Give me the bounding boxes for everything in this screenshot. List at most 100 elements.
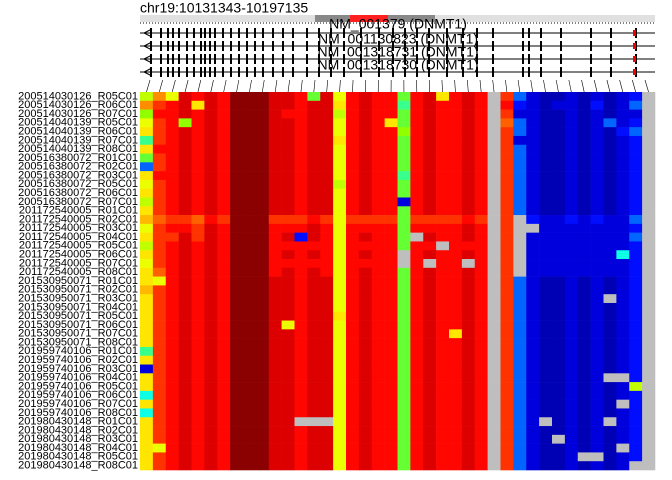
cell xyxy=(642,250,656,260)
exon xyxy=(560,54,562,64)
cell xyxy=(423,223,437,233)
cell xyxy=(281,434,295,444)
cell xyxy=(603,267,617,277)
cell xyxy=(165,382,179,392)
exon xyxy=(540,28,542,38)
cell xyxy=(513,302,527,313)
cell xyxy=(642,417,656,427)
cell xyxy=(191,294,205,304)
cell xyxy=(436,92,450,102)
connector xyxy=(530,79,533,93)
cell xyxy=(616,434,630,444)
cell xyxy=(642,461,656,471)
cell xyxy=(178,179,192,189)
cell xyxy=(397,250,411,260)
exon xyxy=(610,41,612,51)
cell xyxy=(642,144,656,154)
cell xyxy=(371,443,385,453)
cell xyxy=(397,188,411,198)
cell xyxy=(346,417,360,427)
cell xyxy=(384,127,398,137)
cell xyxy=(449,329,463,339)
cell xyxy=(449,434,463,444)
cell xyxy=(140,346,154,357)
cell xyxy=(500,223,514,233)
cell xyxy=(629,197,643,207)
cell xyxy=(423,373,437,383)
cell xyxy=(140,390,154,400)
cell xyxy=(577,294,591,304)
cell xyxy=(461,302,476,313)
cell xyxy=(152,346,167,357)
cell xyxy=(629,153,643,163)
cell xyxy=(539,109,553,119)
cell xyxy=(152,197,167,207)
cell xyxy=(603,118,617,128)
cell xyxy=(397,100,411,110)
cell xyxy=(243,408,257,418)
cell xyxy=(307,153,321,163)
cell xyxy=(358,417,373,427)
cell xyxy=(140,338,154,348)
cell xyxy=(500,346,514,357)
cell xyxy=(346,329,360,339)
cell xyxy=(204,267,218,277)
cell xyxy=(152,259,167,269)
row-label: 201959740106_R04C01 xyxy=(18,372,138,384)
row-label: 201959740106_R05C01 xyxy=(18,380,138,392)
cell xyxy=(346,434,360,444)
cell xyxy=(526,285,540,295)
cell xyxy=(255,408,270,418)
row-label: 201530950071_R04C01 xyxy=(18,301,138,313)
cell xyxy=(281,443,295,453)
cell xyxy=(603,215,617,225)
exon xyxy=(404,28,406,38)
exon xyxy=(209,41,211,51)
cell xyxy=(152,417,167,427)
cell xyxy=(140,135,154,146)
cell xyxy=(461,188,476,198)
cell xyxy=(423,408,437,418)
cell xyxy=(191,179,205,189)
exon xyxy=(150,28,152,38)
cell xyxy=(165,206,179,216)
cell xyxy=(320,417,334,427)
cell xyxy=(577,135,591,146)
cell xyxy=(603,302,617,313)
cell xyxy=(487,311,501,321)
cell xyxy=(268,417,282,427)
cell xyxy=(449,232,463,242)
cell xyxy=(281,426,295,436)
connector xyxy=(262,79,265,93)
cell xyxy=(333,390,347,400)
exon xyxy=(172,41,174,51)
cell xyxy=(410,452,424,462)
cell xyxy=(629,417,643,427)
cell xyxy=(513,390,527,400)
cell xyxy=(217,223,231,233)
cell xyxy=(204,364,218,374)
cell xyxy=(461,434,476,444)
cell xyxy=(397,259,411,269)
cell xyxy=(217,259,231,269)
cell xyxy=(397,285,411,295)
row-label: 200514040139_R08C01 xyxy=(18,143,138,155)
cell xyxy=(152,162,167,172)
cell xyxy=(629,127,643,137)
cell xyxy=(513,188,527,198)
cell xyxy=(243,311,257,321)
cell xyxy=(564,215,579,225)
cell xyxy=(230,127,244,137)
exon xyxy=(222,54,224,64)
cell xyxy=(397,426,411,436)
cell xyxy=(397,373,411,383)
cell xyxy=(152,144,167,154)
cell xyxy=(423,127,437,137)
cell xyxy=(423,302,437,313)
cell xyxy=(307,197,321,207)
cell xyxy=(178,426,192,436)
cell xyxy=(268,100,282,110)
cell xyxy=(178,364,192,374)
cell xyxy=(178,215,192,225)
cell xyxy=(449,373,463,383)
